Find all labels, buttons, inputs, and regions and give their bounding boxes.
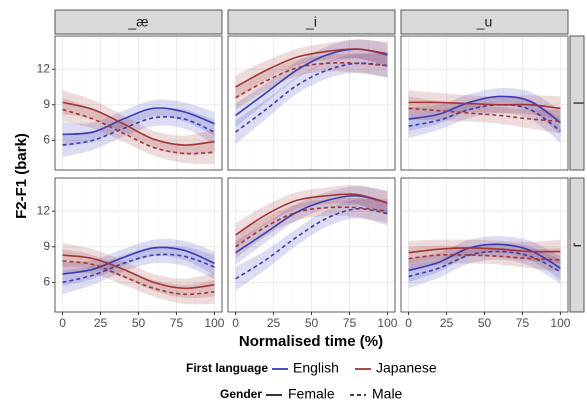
- trend-line: [62, 116, 215, 146]
- x-tick-label: 50: [132, 316, 146, 330]
- facet-label: l: [570, 101, 586, 104]
- panel-data: [408, 88, 561, 143]
- x-axis-title: Normalised time (%): [239, 333, 383, 350]
- y-tick-label: 9: [43, 97, 50, 111]
- panel-border: [54, 35, 223, 171]
- facet-strip: [227, 9, 396, 35]
- trend-line: [235, 62, 388, 99]
- legend-label: Male: [372, 386, 403, 402]
- y-tick-label: 6: [43, 275, 50, 289]
- panel-data: [62, 238, 215, 305]
- y-tick-label: 9: [43, 239, 50, 253]
- trend-line: [62, 101, 215, 146]
- trend-line: [62, 254, 215, 290]
- x-tick-label: 25: [440, 316, 454, 330]
- facet-strip: [400, 9, 569, 35]
- confidence-ribbon: [62, 238, 215, 286]
- x-tick-label: 75: [516, 316, 530, 330]
- confidence-ribbon: [235, 186, 388, 265]
- legend-label: Japanese: [376, 360, 437, 376]
- confidence-ribbon: [235, 39, 388, 99]
- trend-line: [408, 247, 561, 254]
- confidence-ribbon: [62, 90, 215, 155]
- panel-border: [227, 35, 396, 171]
- trend-line: [235, 62, 388, 133]
- confidence-ribbon: [408, 245, 561, 272]
- trend-line: [235, 48, 388, 88]
- facet-strip: [569, 177, 585, 313]
- facet-label: ɹ: [570, 243, 586, 248]
- x-tick-label: 25: [94, 316, 108, 330]
- x-tick-label: 0: [232, 316, 239, 330]
- confidence-ribbon: [235, 199, 388, 291]
- confidence-ribbon: [62, 243, 215, 299]
- panel-data: [62, 90, 215, 165]
- confidence-ribbon: [235, 39, 388, 128]
- trend-line: [235, 193, 388, 236]
- facet-label: _u: [476, 14, 493, 30]
- x-tick-label: 50: [478, 316, 492, 330]
- x-tick-label: 0: [59, 316, 66, 330]
- confidence-ribbon: [62, 108, 215, 157]
- confidence-ribbon: [235, 198, 388, 259]
- x-tick-label: 75: [343, 316, 357, 330]
- facet-strip: [569, 35, 585, 171]
- legend-title: Gender: [220, 387, 262, 401]
- panel-data: [235, 39, 388, 144]
- trend-line: [62, 108, 215, 155]
- y-axis-title: F2-F1 (bark): [13, 133, 30, 219]
- confidence-ribbon: [235, 53, 388, 144]
- x-tick-label: 100: [550, 316, 570, 330]
- trend-line: [235, 206, 388, 248]
- legend-label: English: [293, 360, 339, 376]
- trend-line: [408, 103, 561, 132]
- x-tick-label: 100: [377, 316, 397, 330]
- y-tick-label: 12: [37, 203, 51, 217]
- confidence-ribbon: [408, 96, 561, 134]
- trend-line: [408, 250, 561, 278]
- trend-line: [62, 107, 215, 136]
- confidence-ribbon: [408, 88, 561, 135]
- confidence-ribbon: [408, 96, 561, 143]
- facet-strip: [54, 9, 223, 35]
- panel-border: [400, 35, 569, 171]
- trend-line: [62, 253, 215, 284]
- confidence-ribbon: [235, 53, 388, 110]
- confidence-ribbon: [408, 243, 561, 289]
- legend-label: Female: [288, 386, 335, 402]
- trend-line: [408, 101, 561, 110]
- x-tick-label: 25: [267, 316, 281, 330]
- facet-label: _æ: [127, 14, 148, 30]
- y-tick-label: 12: [37, 61, 51, 75]
- facet-label: _i: [305, 14, 317, 30]
- panel-data: [408, 236, 561, 289]
- x-tick-label: 100: [204, 316, 224, 330]
- trend-line: [235, 194, 388, 254]
- panel-data: [235, 184, 388, 291]
- confidence-ribbon: [62, 99, 215, 147]
- confidence-ribbon: [235, 184, 388, 247]
- trend-line: [408, 95, 561, 124]
- x-tick-label: 50: [305, 316, 319, 330]
- confidence-ribbon: [62, 97, 215, 165]
- x-tick-label: 75: [170, 316, 184, 330]
- trend-line: [62, 246, 215, 275]
- legend-title: First language: [186, 361, 268, 375]
- trend-line: [62, 260, 215, 296]
- trend-line: [235, 207, 388, 280]
- x-tick-label: 0: [405, 316, 412, 330]
- y-tick-label: 6: [43, 133, 50, 147]
- confidence-ribbon: [62, 245, 215, 295]
